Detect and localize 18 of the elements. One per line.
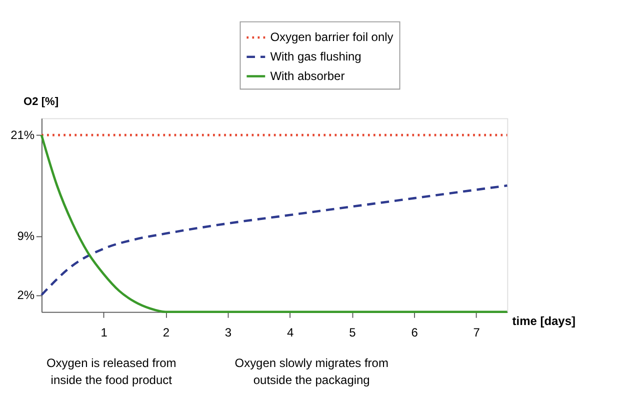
text: Oxygen is released from inside the food product	[46, 356, 176, 387]
y-tick-label: 2%	[17, 288, 35, 302]
x-tick-label: 7	[473, 325, 480, 340]
x-tick-label: 1	[100, 325, 108, 340]
y-tick-label: 9%	[17, 229, 35, 244]
x-tick-label: 4	[287, 325, 294, 340]
y-tick-label: 21%	[10, 128, 35, 142]
text: Oxygen slowly migrates from outside the packaging	[234, 356, 388, 387]
x-tick-label: 6	[411, 325, 418, 340]
x-axis-title: time [days]	[512, 314, 576, 328]
x-tick-label: 2	[162, 325, 170, 340]
x-tick-label: 5	[349, 325, 356, 340]
legend-label: With gas flushing	[270, 50, 362, 64]
legend-label: With absorber	[270, 68, 345, 83]
x-tick-label: 3	[224, 325, 232, 340]
y-axis-title: O2 [%]	[24, 96, 59, 108]
line-series	[40, 184, 508, 296]
legend-label: Oxygen barrier foil only	[270, 30, 394, 44]
